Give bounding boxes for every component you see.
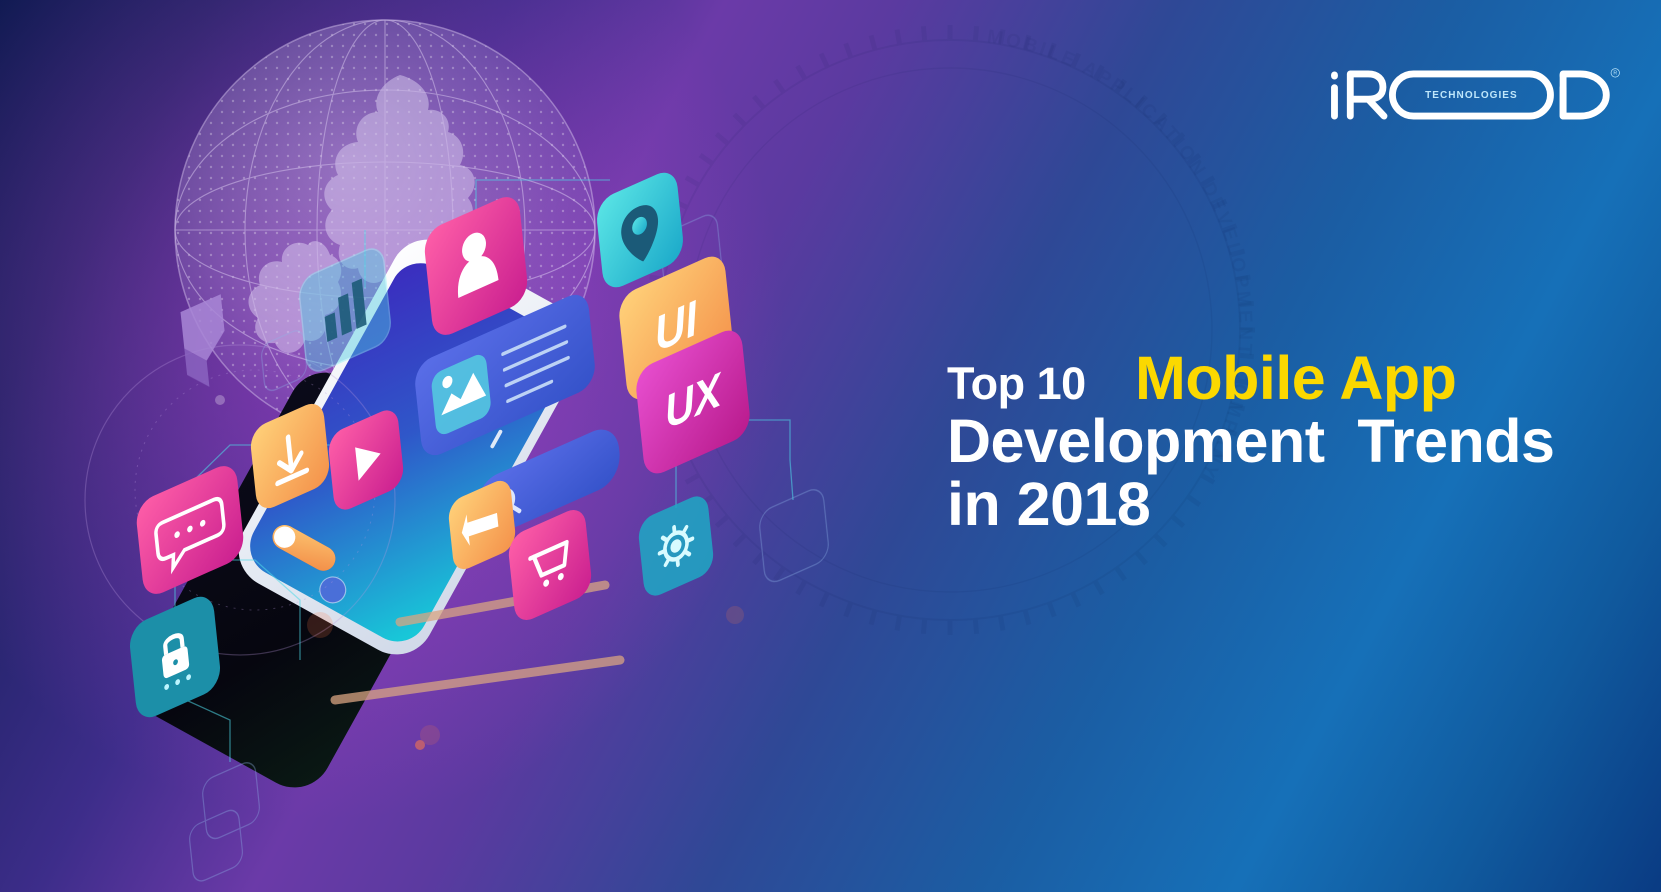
svg-text:TECHNOLOGIES: TECHNOLOGIES	[1425, 90, 1518, 101]
svg-text:R: R	[1613, 71, 1617, 77]
